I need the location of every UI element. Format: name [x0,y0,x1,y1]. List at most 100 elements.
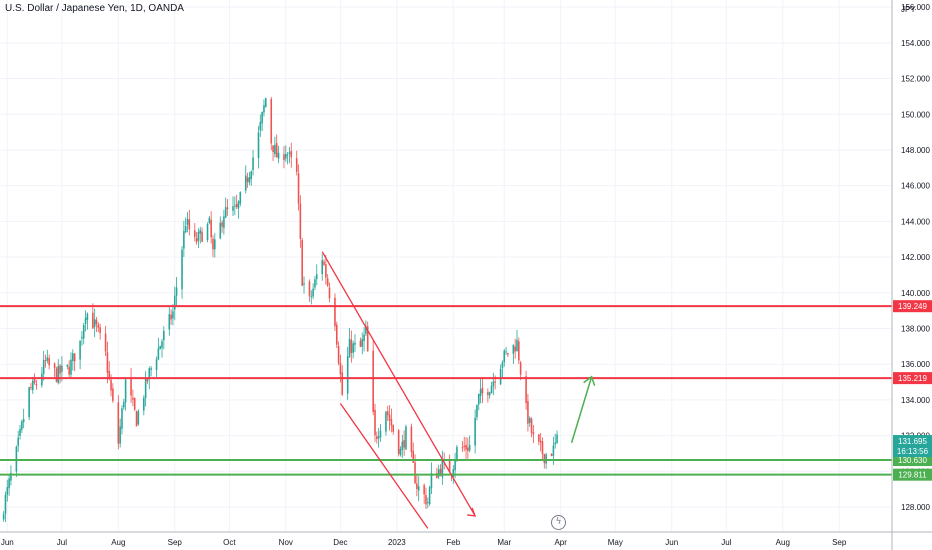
candle [150,365,152,377]
candle [285,145,287,162]
candle [104,325,107,357]
candle-body [124,379,127,403]
candle-body [42,360,45,374]
candle [390,408,393,433]
candle [130,367,132,403]
candle [99,323,101,340]
candle-body [346,356,349,394]
time-tick-label: Aug [776,538,790,547]
candle [30,382,32,391]
candle-body [539,440,542,443]
candle-body [301,240,303,286]
level-price-tag [893,372,932,385]
candle [525,370,527,410]
candle [403,430,405,456]
candle-body [117,402,120,444]
candle [4,491,7,523]
candle [133,397,136,412]
candle-body [361,338,364,347]
candle [348,328,351,358]
candle [479,378,482,404]
candle-body [193,230,196,237]
candle [303,276,305,294]
candle-body [352,343,354,353]
candle [334,293,336,332]
candle-body [285,153,287,159]
candle-body [183,231,185,249]
candle [274,136,276,158]
candle-body [72,353,74,361]
candle-body [556,434,558,444]
candle [397,429,400,457]
price-tick-label: 148.000 [901,146,930,155]
candle [186,212,189,233]
candle [550,453,553,457]
candle [97,322,100,333]
candle-body [181,249,183,290]
candle-body [235,203,238,208]
lightning-icon[interactable]: ϟ [551,515,566,530]
time-axis[interactable]: Jun Jul Aug Sep Oct Nov Dec 2023 Feb Mar Apr May Jun… [0,531,932,547]
candle-body [474,417,476,446]
candle [501,360,504,379]
candle [286,152,289,165]
candle-body [252,157,254,171]
candle [337,341,340,366]
candle-body [479,389,482,397]
candle [46,349,49,364]
candle-body [17,437,20,446]
candle-body [363,334,365,342]
candle [516,329,518,352]
candle-body [323,261,325,265]
candle-body [377,436,380,439]
candle [312,283,314,300]
candle-body [168,314,171,330]
candle-body [410,426,413,452]
candle [399,446,402,457]
candle-body [99,327,101,333]
candle [492,372,495,396]
candle-body [295,158,298,172]
candle [499,364,502,385]
candle-body [359,340,362,347]
candle [93,308,96,338]
candle-body [379,430,382,438]
current-price-tag [893,435,932,458]
candle-body [527,401,529,424]
candle-body [188,219,191,230]
candle-body [430,473,433,489]
candle [122,398,125,410]
candle [423,483,425,504]
candle [92,303,94,329]
candle [541,437,544,460]
candle [188,209,191,236]
candle [556,430,558,444]
candle [22,408,25,429]
candle-body [275,143,278,158]
candle-body [212,238,214,250]
candle-body [70,359,72,375]
candle-body [122,401,125,408]
candle-body [104,333,107,352]
candle [173,286,176,321]
time-tick-label: Jul [57,538,67,547]
candle [81,331,83,346]
candle [530,417,533,438]
candle-body [61,365,63,372]
candle [428,485,431,506]
candle [17,430,20,453]
candle [35,380,38,390]
candle-body [437,469,440,477]
candle [42,350,45,381]
candle [416,475,418,497]
price-tick-label: 150.000 [901,110,930,119]
candle [124,378,127,411]
candle [490,381,493,394]
candle-body [244,175,247,191]
candle-body [219,222,222,239]
price-axis[interactable]: 128.000130.000132.000134.000136.000138.0… [891,0,932,550]
candle [21,419,23,433]
candle-body [79,340,81,360]
candle-body [68,366,70,375]
